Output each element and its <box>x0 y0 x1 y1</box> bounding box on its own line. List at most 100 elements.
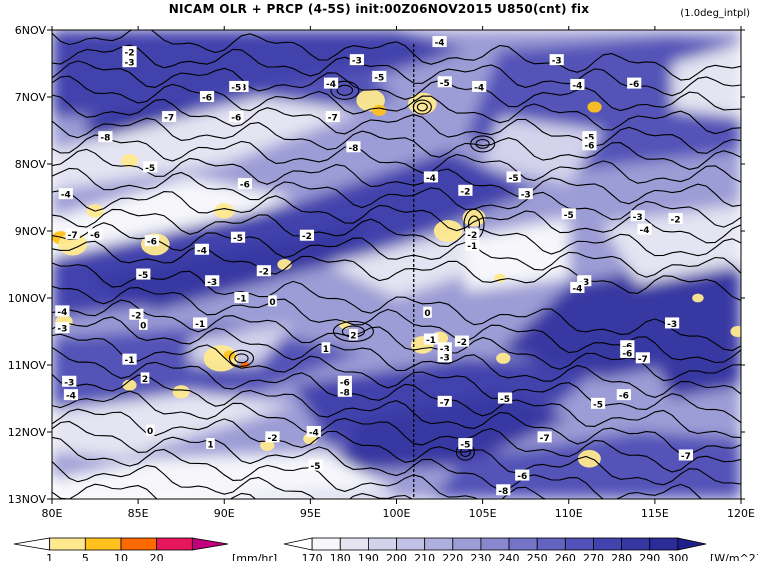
contour-label: -2 <box>131 311 141 321</box>
olr-colorbar-label: 200 <box>386 552 407 561</box>
contour-label-bg <box>136 268 151 280</box>
contour-label-bg <box>299 229 315 241</box>
plot-area: -2-3-3-3-4-5-5-5-4-4-3-4-6-6-6-7-7-8-8-5… <box>52 30 741 499</box>
precip-colorbar-label: 20 <box>150 552 164 561</box>
contour-label: -7 <box>638 355 648 365</box>
contour-label: -4 <box>572 81 582 91</box>
contour-label-bg <box>325 111 340 123</box>
contour-label: -6 <box>629 80 639 90</box>
contour-line <box>52 420 703 499</box>
contour-label-bg <box>423 333 439 345</box>
contour-label-bg <box>627 77 642 89</box>
contour-label: -8 <box>340 388 350 398</box>
contour-label-bg <box>62 375 77 387</box>
y-tick-label: 10NOV <box>8 292 47 305</box>
contour-label: -7 <box>440 398 450 408</box>
x-tick-label: 90E <box>214 507 235 520</box>
contour-label: 0 <box>147 427 153 437</box>
contour-label: -6 <box>584 142 594 152</box>
contour-label-bg <box>561 208 576 220</box>
contour-label: -4 <box>66 392 76 402</box>
olr-band <box>327 391 569 473</box>
contour-label: -2 <box>125 49 135 59</box>
contour-ring <box>330 80 360 100</box>
olr-band <box>52 97 363 191</box>
contour-label: -2 <box>259 268 269 278</box>
contour-label: -3 <box>352 57 362 67</box>
contour-label-bg <box>497 392 513 404</box>
contour-label: 1 <box>323 345 329 355</box>
contour-label-bg <box>346 141 361 153</box>
olr-colorbar-label: 270 <box>583 552 604 561</box>
contour-label-bg <box>143 161 158 173</box>
contour-label: -3 <box>57 325 67 335</box>
contour-label: -7 <box>681 452 691 462</box>
contour-labels: -2-3-3-3-4-5-5-5-4-4-3-4-6-6-6-7-7-8-8-5… <box>55 36 693 497</box>
contour-line <box>52 94 741 154</box>
contour-line <box>52 30 741 81</box>
contour-label: -7 <box>540 434 550 444</box>
contour-label: -4 <box>61 191 71 201</box>
x-tick-label: 120E <box>727 507 755 520</box>
contour-label: -3 <box>521 191 531 201</box>
contour-label-bg <box>472 80 487 92</box>
contour-label: -1 <box>125 356 135 366</box>
contour-label: -5 <box>138 271 148 281</box>
contour-label: -8 <box>498 487 508 497</box>
precip-colorbar-label: 1 <box>46 552 53 561</box>
contour-label: -5 <box>564 211 574 221</box>
contour-label: -8 <box>348 144 358 154</box>
contour-label: -2 <box>460 187 470 197</box>
contour-label-bg <box>454 335 470 347</box>
contour-label-bg <box>308 459 323 471</box>
contour-label: -3 <box>64 378 74 388</box>
precip-cell <box>122 379 137 391</box>
contour-line <box>52 222 741 278</box>
contour-label-bg <box>349 328 358 340</box>
contour-label: -1 <box>426 336 436 346</box>
contour-ring <box>234 353 249 364</box>
contour-label: 0 <box>140 321 146 331</box>
contour-label: -8 <box>100 134 110 144</box>
precip-colorbar-box <box>191 537 229 551</box>
contour-label-bg <box>496 484 511 496</box>
precip-cell <box>172 385 190 399</box>
olr-colorbar-label: 240 <box>499 552 520 561</box>
contour-label-bg <box>437 342 452 354</box>
contour-label: -5 <box>233 234 243 244</box>
contour-ring <box>336 84 354 96</box>
contour-label: -6 <box>147 238 157 248</box>
olr-colorbar-box <box>311 537 341 551</box>
x-tick-label: 105E <box>469 507 497 520</box>
contour-label: -7 <box>68 231 78 241</box>
contour-label: 0 <box>269 298 275 308</box>
contour-label-bg <box>637 223 652 235</box>
olr-colorbar-label: 170 <box>302 552 323 561</box>
contour-ring <box>228 349 255 367</box>
olr-colorbar-box <box>564 537 594 551</box>
precip-cell <box>433 220 463 242</box>
precip-cell <box>577 450 601 468</box>
contour-label-bg <box>237 178 253 190</box>
precip-colorbar-box <box>156 537 193 551</box>
olr-colorbar-box <box>396 537 426 551</box>
olr-band <box>52 391 294 459</box>
contour-ring <box>416 102 428 112</box>
contour-label-bg <box>145 424 155 436</box>
contour-line <box>52 75 741 135</box>
contour-label: -1 <box>195 320 205 330</box>
olr-colorbar-box <box>339 537 369 551</box>
contour-label: -5 <box>374 73 384 83</box>
contour-label-bg <box>122 56 137 68</box>
contour-label: -5 <box>440 79 450 89</box>
contour-label-bg <box>665 317 680 329</box>
contour-label: -5 <box>584 134 594 144</box>
contour-label-bg <box>337 385 352 397</box>
olr-colorbar-label: 300 <box>667 552 688 561</box>
olr-colorbar-unit: [W/m^2] <box>710 552 758 561</box>
y-tick-label: 13NOV <box>8 493 47 506</box>
contour-ring <box>412 99 432 115</box>
olr-colorbar-box <box>480 537 510 551</box>
contour-line <box>52 190 741 244</box>
